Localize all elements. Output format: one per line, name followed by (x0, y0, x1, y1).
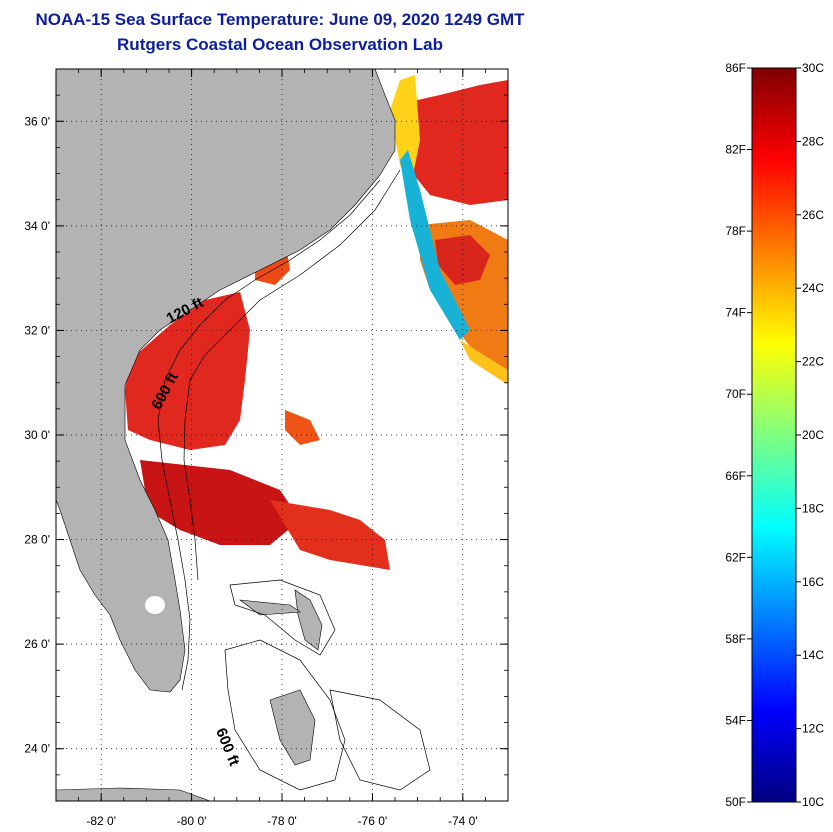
contour-bahamas-bank (224, 639, 346, 791)
colorbar-c-label: 30C (802, 61, 824, 75)
colorbar-c-label: 22C (802, 355, 824, 369)
colorbar-c-label: 14C (802, 648, 824, 662)
x-tick-label: -74 0' (448, 814, 478, 828)
contour-600ft (183, 169, 401, 581)
colorbar-f-label: 86F (725, 61, 746, 75)
y-tick-label: 32 0' (24, 323, 50, 337)
colorbar-f-label: 82F (725, 143, 746, 157)
sst-patch-florida-east (140, 460, 300, 545)
y-tick-label: 34 0' (24, 219, 50, 233)
colorbar-gradient (751, 67, 797, 803)
y-tick-label: 28 0' (24, 533, 50, 547)
colorbar-c-label: 18C (802, 501, 824, 515)
colorbar-f-label: 66F (725, 469, 746, 483)
colorbar-f-label: 78F (725, 224, 746, 238)
sst-patch-coastal-cool (390, 75, 420, 190)
sst-patch-offshore-warm (460, 340, 508, 385)
sst-patch-cool-streak (400, 150, 470, 340)
x-tick-label: -80 0' (177, 814, 207, 828)
colorbar-f-label: 70F (725, 387, 746, 401)
sst-patch-south (270, 500, 390, 570)
contour-eastern-banks (329, 689, 431, 791)
y-tick-label: 30 0' (24, 428, 50, 442)
colorbar-f-label: 50F (725, 795, 746, 809)
colorbar-c-label: 24C (802, 281, 824, 295)
colorbar-c-label: 28C (802, 134, 824, 148)
sst-data-layer (125, 75, 508, 570)
colorbar-ticks: 86F 82F 78F 74F 70F 66F 62F 58F 54F 50F 30C 28C 26C 2… (725, 61, 824, 809)
y-tick-label: 26 0' (24, 637, 50, 651)
cuba-land (56, 787, 211, 801)
map-subtitle: Rutgers Coastal Ocean Observation Lab (117, 35, 443, 54)
temperature-colorbar: 86F 82F 78F 74F 70F 66F 62F 58F 54F 50F 30C 28C 26C 2… (725, 61, 824, 809)
map-axes: -82 0' -80 0' -78 0' -76 0' -74 0' 36 0' 34 0'… (24, 68, 509, 828)
graticule (56, 69, 508, 801)
colorbar-c-label: 26C (802, 208, 824, 222)
y-tick-label: 36 0' (24, 114, 50, 128)
contour-120ft (157, 179, 381, 691)
map-title: NOAA-15 Sea Surface Temperature: June 09… (35, 10, 525, 29)
x-tick-label: -76 0' (358, 814, 388, 828)
sst-patch-midshelf (285, 410, 320, 445)
lake-okeechobee (145, 596, 165, 614)
colorbar-c-label: 12C (802, 722, 824, 736)
colorbar-c-label: 16C (802, 575, 824, 589)
x-tick-label: -78 0' (267, 814, 297, 828)
andros-island (269, 689, 316, 766)
colorbar-f-label: 62F (725, 550, 746, 564)
y-tick-label: 24 0' (24, 742, 50, 756)
colorbar-c-label: 10C (802, 795, 824, 809)
sst-patch-gulfstream-north (395, 80, 508, 205)
colorbar-f-label: 58F (725, 632, 746, 646)
colorbar-f-label: 54F (725, 713, 746, 727)
contour-little-bahama-bank (229, 579, 336, 656)
land-layer (56, 69, 396, 801)
us-southeast-coast (56, 69, 396, 693)
bathymetry-contours (157, 169, 431, 791)
colorbar-c-label: 20C (802, 428, 824, 442)
abaco-island (294, 589, 323, 651)
colorbar-f-label: 74F (725, 306, 746, 320)
sst-patch-georgia-shelf (125, 292, 250, 450)
x-tick-label: -82 0' (86, 814, 116, 828)
grand-bahama (238, 599, 301, 616)
